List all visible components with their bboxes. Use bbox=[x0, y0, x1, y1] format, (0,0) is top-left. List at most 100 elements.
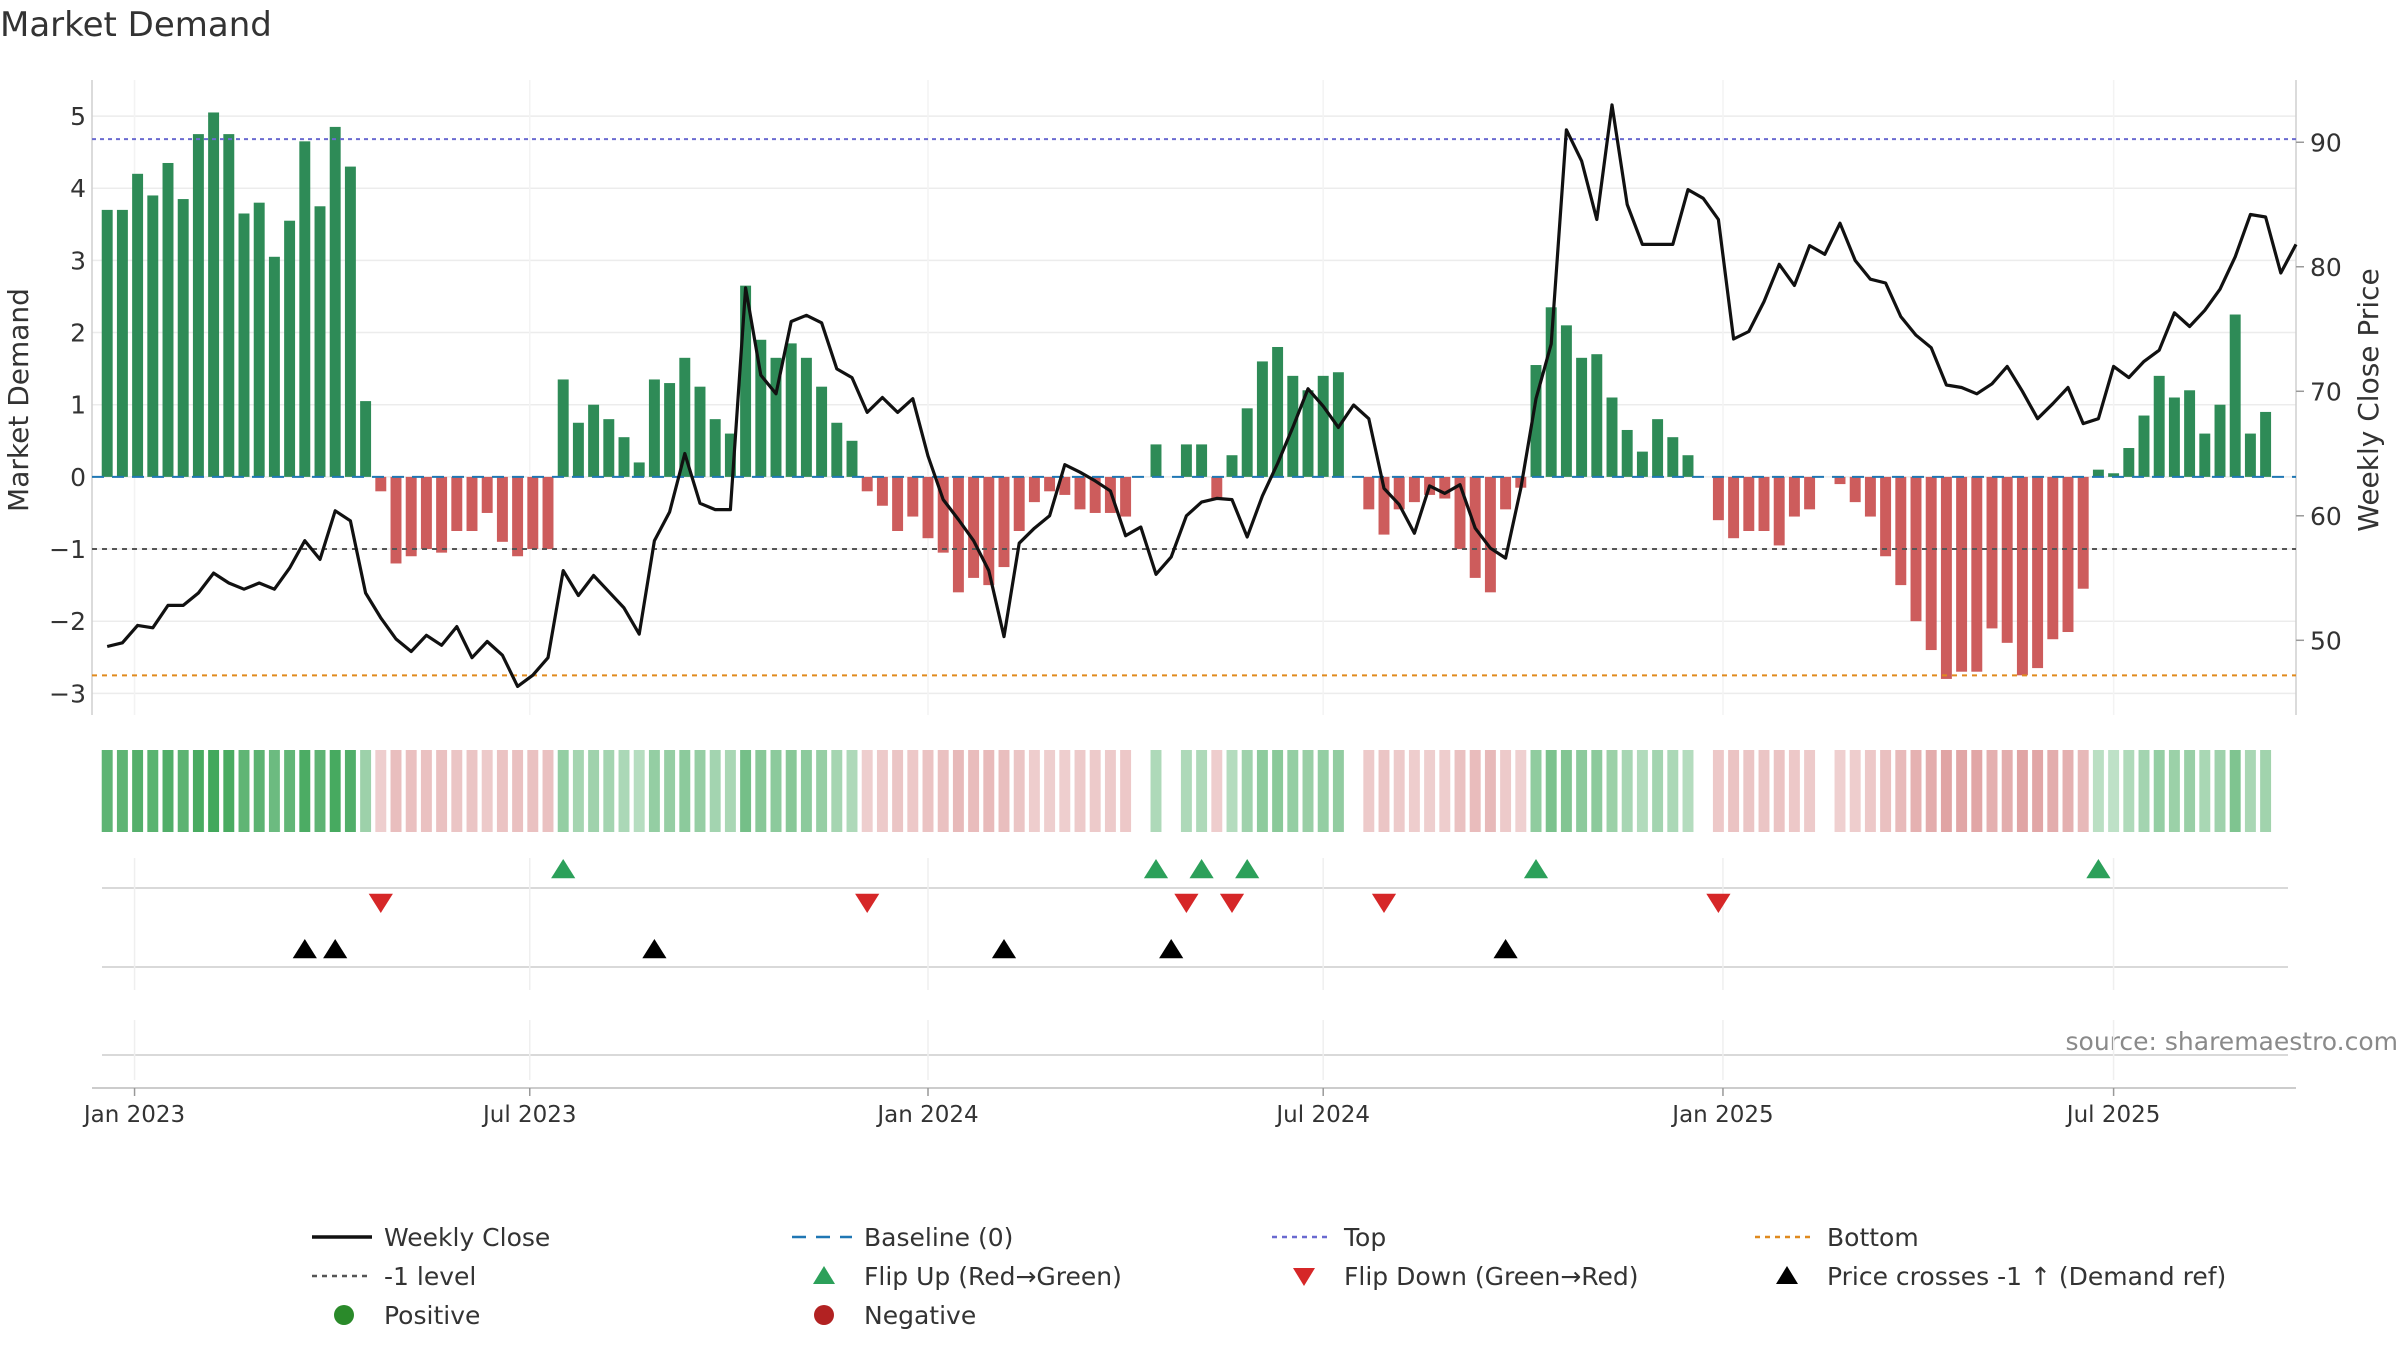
demand-strip-cell bbox=[2214, 750, 2226, 832]
demand-strip-cell bbox=[101, 750, 113, 832]
demand-bar-positive bbox=[1560, 325, 1572, 477]
demand-strip-cell bbox=[147, 750, 159, 832]
demand-strip-cell bbox=[132, 750, 144, 832]
demand-bar-positive bbox=[770, 357, 782, 477]
demand-bar-positive bbox=[208, 112, 220, 477]
demand-bar-positive bbox=[192, 134, 204, 477]
demand-bar-negative bbox=[1986, 476, 1998, 629]
legend-label: Positive bbox=[384, 1301, 480, 1330]
demand-bar-positive bbox=[603, 419, 615, 477]
demand-strip-cell bbox=[1712, 750, 1724, 832]
demand-strip-cell bbox=[1150, 750, 1162, 832]
demand-bar-negative bbox=[375, 476, 387, 492]
y-right-tick-label: 50 bbox=[2310, 626, 2342, 655]
demand-bar-positive bbox=[268, 256, 280, 477]
demand-bar-positive bbox=[846, 440, 858, 477]
demand-bar-negative bbox=[1712, 476, 1724, 521]
flip-down-marker bbox=[1371, 893, 1397, 913]
x-tick-label: Jan 2025 bbox=[1670, 1102, 1773, 1128]
demand-bar-positive bbox=[2168, 397, 2180, 477]
legend-label: Weekly Close bbox=[384, 1223, 550, 1252]
demand-strip-cell bbox=[1165, 750, 1177, 832]
demand-strip-cell bbox=[572, 750, 584, 832]
legend-swatch bbox=[1776, 1266, 1798, 1284]
demand-bar-positive bbox=[740, 285, 752, 477]
demand-strip-cell bbox=[633, 750, 645, 832]
demand-strip-cell bbox=[740, 750, 752, 832]
demand-bar-positive bbox=[299, 141, 311, 477]
demand-strip-cell bbox=[603, 750, 615, 832]
demand-strip-cell bbox=[2153, 750, 2165, 832]
demand-bar-negative bbox=[1013, 476, 1025, 531]
demand-strip-cell bbox=[876, 750, 888, 832]
demand-strip-cell bbox=[360, 750, 372, 832]
demand-strip-cell bbox=[1272, 750, 1284, 832]
demand-bar-negative bbox=[1484, 476, 1496, 593]
demand-strip-cell bbox=[831, 750, 843, 832]
source-note: source: sharemaestro.com bbox=[2066, 1027, 2399, 1056]
demand-strip-cell bbox=[1621, 750, 1633, 832]
demand-bar-positive bbox=[116, 209, 128, 477]
y-left-tick-label: −1 bbox=[49, 535, 86, 564]
demand-bar-negative bbox=[2077, 476, 2089, 589]
demand-bar-negative bbox=[2016, 476, 2028, 676]
demand-strip-cell bbox=[1074, 750, 1086, 832]
demand-bar-positive bbox=[329, 126, 341, 477]
x-tick-label: Jul 2024 bbox=[1274, 1102, 1370, 1128]
demand-bar-negative bbox=[998, 476, 1010, 568]
demand-bar-positive bbox=[1150, 444, 1162, 477]
demand-strip-cell bbox=[1956, 750, 1968, 832]
demand-strip-cell bbox=[1424, 750, 1436, 832]
x-tick-label: Jul 2025 bbox=[2065, 1102, 2161, 1128]
demand-bar-negative bbox=[496, 476, 508, 542]
demand-strip-cell bbox=[1819, 750, 1831, 832]
demand-strip-cell bbox=[1849, 750, 1861, 832]
demand-bar-positive bbox=[709, 419, 721, 477]
demand-bar-negative bbox=[466, 476, 478, 531]
demand-strip-cell bbox=[952, 750, 964, 832]
legend-item: Bottom bbox=[1755, 1223, 1919, 1252]
demand-strip-cell bbox=[2199, 750, 2211, 832]
demand-strip-cell bbox=[451, 750, 463, 832]
demand-bar-positive bbox=[572, 422, 584, 477]
y-left-tick-label: 0 bbox=[70, 463, 86, 492]
legend-item: Price crosses -1 ↑ (Demand ref) bbox=[1776, 1262, 2226, 1291]
demand-strip-cell bbox=[1226, 750, 1238, 832]
demand-bar-negative bbox=[1363, 476, 1375, 510]
demand-strip-cell bbox=[1682, 750, 1694, 832]
demand-bar-positive bbox=[2153, 375, 2165, 477]
legend-label: Flip Up (Red→Green) bbox=[864, 1262, 1122, 1291]
demand-bar-negative bbox=[2001, 476, 2013, 643]
demand-strip-cell bbox=[1454, 750, 1466, 832]
demand-bar-negative bbox=[2032, 476, 2044, 669]
demand-bar-negative bbox=[1211, 476, 1223, 499]
flip-up-marker bbox=[2086, 859, 2111, 879]
demand-strip-cell bbox=[1788, 750, 1800, 832]
demand-bar-positive bbox=[284, 220, 296, 477]
flip-up-marker bbox=[1143, 859, 1169, 879]
demand-strip-cell bbox=[2047, 750, 2059, 832]
flip-up-marker bbox=[1523, 859, 1549, 879]
demand-strip-cell bbox=[1256, 750, 1268, 832]
legend: Weekly Close Baseline (0) Top Bottom -1 leve… bbox=[312, 1223, 2226, 1330]
demand-bar-negative bbox=[405, 476, 417, 557]
x-tick-label: Jul 2023 bbox=[481, 1102, 577, 1128]
demand-bar-positive bbox=[2214, 404, 2226, 477]
demand-bar-positive bbox=[1636, 451, 1648, 477]
demand-strip-cell bbox=[177, 750, 189, 832]
demand-strip-cell bbox=[937, 750, 949, 832]
demand-strip-cell bbox=[466, 750, 478, 832]
y-left-tick-label: 3 bbox=[70, 246, 86, 275]
demand-strip-cell bbox=[405, 750, 417, 832]
demand-bar-negative bbox=[481, 476, 493, 513]
demand-strip-cell bbox=[1667, 750, 1679, 832]
demand-strip-cell bbox=[375, 750, 387, 832]
demand-bar-negative bbox=[1804, 476, 1816, 510]
legend-swatch bbox=[814, 1305, 834, 1325]
demand-strip-cell bbox=[1560, 750, 1572, 832]
demand-strip-cell bbox=[861, 750, 873, 832]
demand-bar-positive bbox=[1272, 346, 1284, 477]
demand-strip-cell bbox=[2138, 750, 2150, 832]
demand-strip-cell bbox=[496, 750, 508, 832]
demand-strip-cell bbox=[2016, 750, 2028, 832]
